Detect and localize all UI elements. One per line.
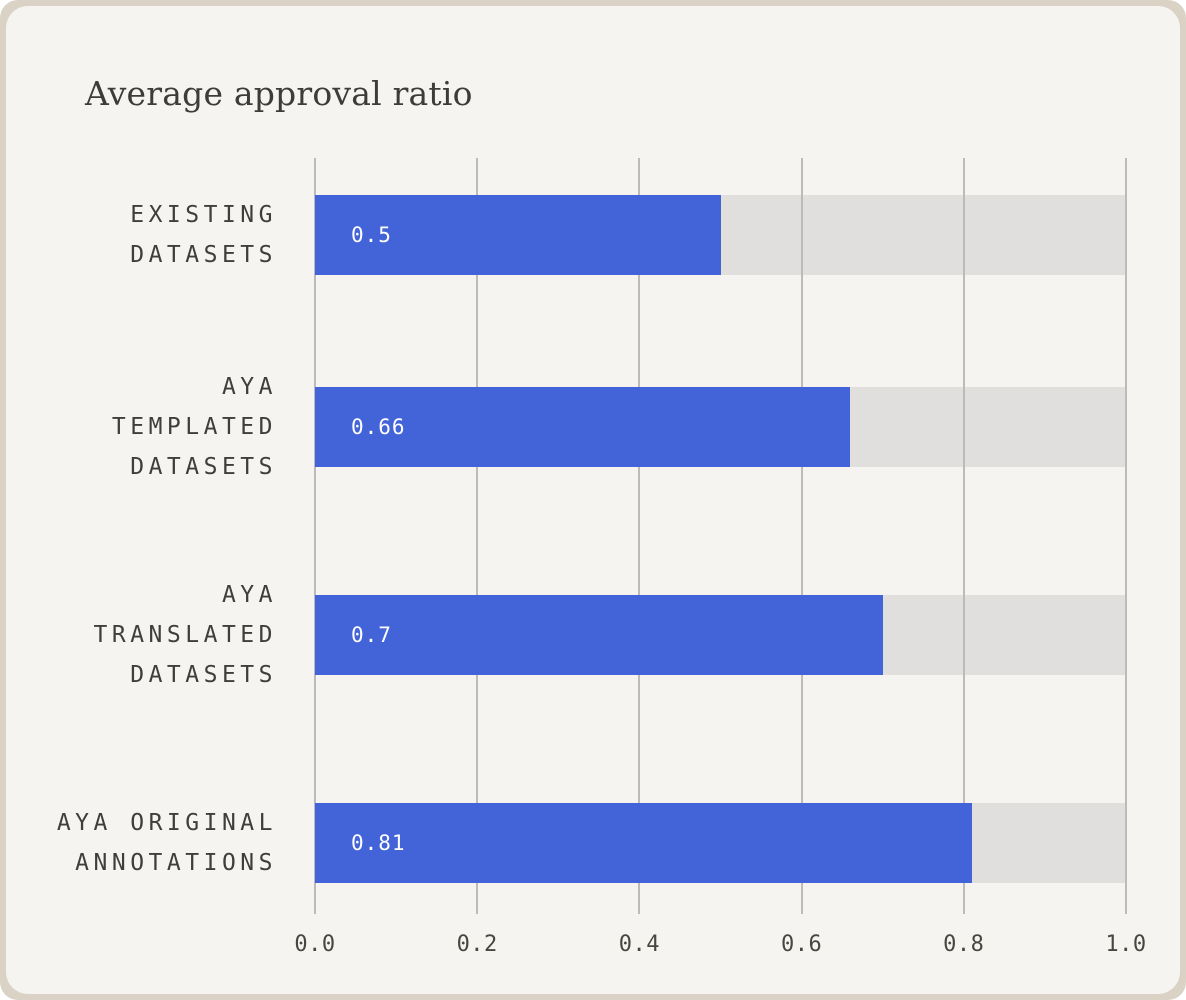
category-label: AYA ORIGINAL ANNOTATIONS bbox=[57, 803, 277, 883]
bar: 0.81 bbox=[315, 803, 972, 883]
bar: 0.7 bbox=[315, 595, 883, 675]
gridline bbox=[962, 158, 965, 914]
x-tick-label: 0.4 bbox=[618, 932, 661, 957]
category-label: AYA TEMPLATED DATASETS bbox=[112, 367, 277, 487]
plot-area: 0.5 0.66 0.7 0.81 bbox=[314, 158, 1127, 914]
gridline bbox=[1125, 158, 1127, 914]
x-tick-label: 0.8 bbox=[943, 932, 985, 957]
x-tick-label: 0.2 bbox=[456, 932, 498, 957]
category-label-line: AYA ORIGINAL bbox=[56, 810, 277, 836]
category-label-line: TEMPLATED bbox=[111, 414, 277, 440]
bar-value-label: 0.81 bbox=[351, 831, 406, 855]
bar-value-label: 0.66 bbox=[351, 415, 406, 439]
category-label: EXISTING DATASETS bbox=[130, 195, 277, 275]
category-label-line: DATASETS bbox=[130, 454, 277, 480]
category-label-line: ANNOTATIONS bbox=[75, 850, 277, 876]
gridline bbox=[476, 158, 479, 914]
x-tick-label: 0.6 bbox=[780, 932, 823, 957]
gridline bbox=[638, 158, 641, 914]
gridlines bbox=[314, 158, 1127, 914]
chart-card: Average approval ratio EXISTING DATASETS A… bbox=[6, 6, 1180, 994]
category-label-line: DATASETS bbox=[130, 662, 277, 688]
category-label: AYA TRANSLATED DATASETS bbox=[94, 575, 277, 695]
category-label-line: TRANSLATED bbox=[93, 622, 277, 648]
bar: 0.66 bbox=[315, 387, 851, 467]
category-label-line: DATASETS bbox=[130, 242, 277, 268]
chart-title: Average approval ratio bbox=[85, 74, 473, 113]
bar-value-label: 0.5 bbox=[351, 223, 392, 247]
bar: 0.5 bbox=[315, 195, 721, 275]
bar-value-label: 0.7 bbox=[351, 623, 392, 647]
gridline bbox=[314, 158, 316, 914]
category-labels-column: EXISTING DATASETS AYA TEMPLATED DATASETS AYA T… bbox=[6, 158, 315, 914]
gridline bbox=[800, 158, 803, 914]
x-axis-tick-labels: 0.0 0.2 0.4 0.6 0.8 1.0 bbox=[294, 914, 1146, 974]
category-label-line: AYA bbox=[221, 582, 277, 608]
x-tick-label: 0.0 bbox=[294, 932, 336, 957]
category-label-line: AYA bbox=[221, 374, 277, 400]
x-tick-label: 1.0 bbox=[1105, 932, 1147, 957]
category-label-line: EXISTING bbox=[130, 202, 277, 228]
